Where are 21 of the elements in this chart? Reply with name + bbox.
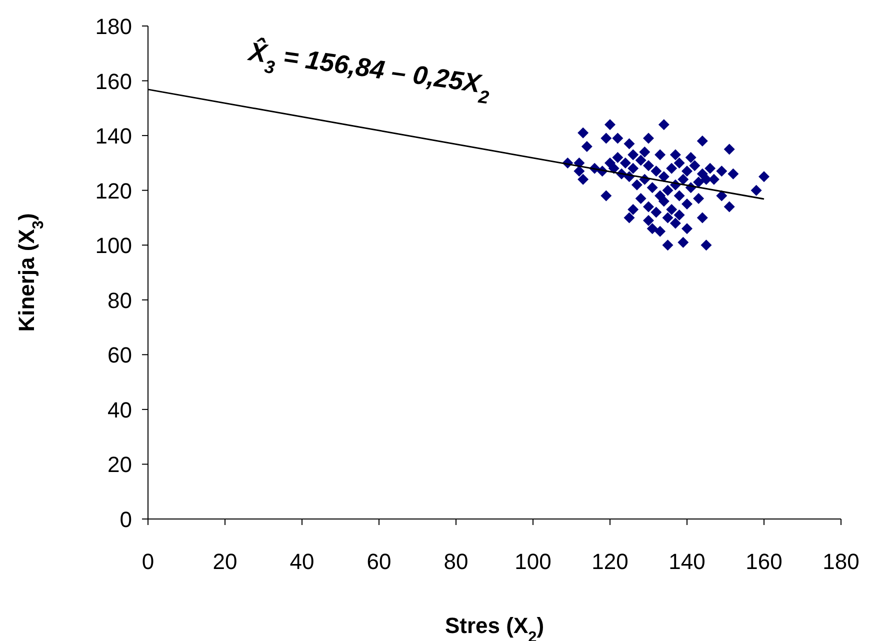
y-tick-label: 60 — [108, 342, 132, 368]
x-tick-label: 100 — [514, 549, 552, 574]
y-tick-label: 160 — [95, 68, 132, 94]
y-tick-label: 80 — [108, 288, 132, 313]
y-tick-label: 100 — [95, 233, 132, 258]
y-tick-label: 20 — [108, 452, 132, 478]
annotation: X̂$_{3}$ = 156,84 – 0,25X$_{2}$ — [245, 35, 490, 108]
x-tick-label: 140 — [668, 549, 706, 574]
y-tick-label: 140 — [95, 124, 132, 149]
x-tick-label: 120 — [592, 549, 628, 574]
x-tick-label: 180 — [822, 549, 860, 574]
x-tick-label: 160 — [746, 549, 782, 574]
x-tick-label: 60 — [366, 549, 392, 574]
y-tick-label: 40 — [108, 397, 132, 422]
x-tick-label: 0 — [142, 549, 154, 574]
y-tick-label: 180 — [95, 14, 132, 39]
y-tick-label: 120 — [95, 178, 132, 204]
x-tick-label: 40 — [290, 549, 314, 574]
x-tick-label: 20 — [212, 549, 238, 574]
x-tick-label: 80 — [444, 549, 468, 574]
y-tick-label: 0 — [120, 507, 132, 532]
